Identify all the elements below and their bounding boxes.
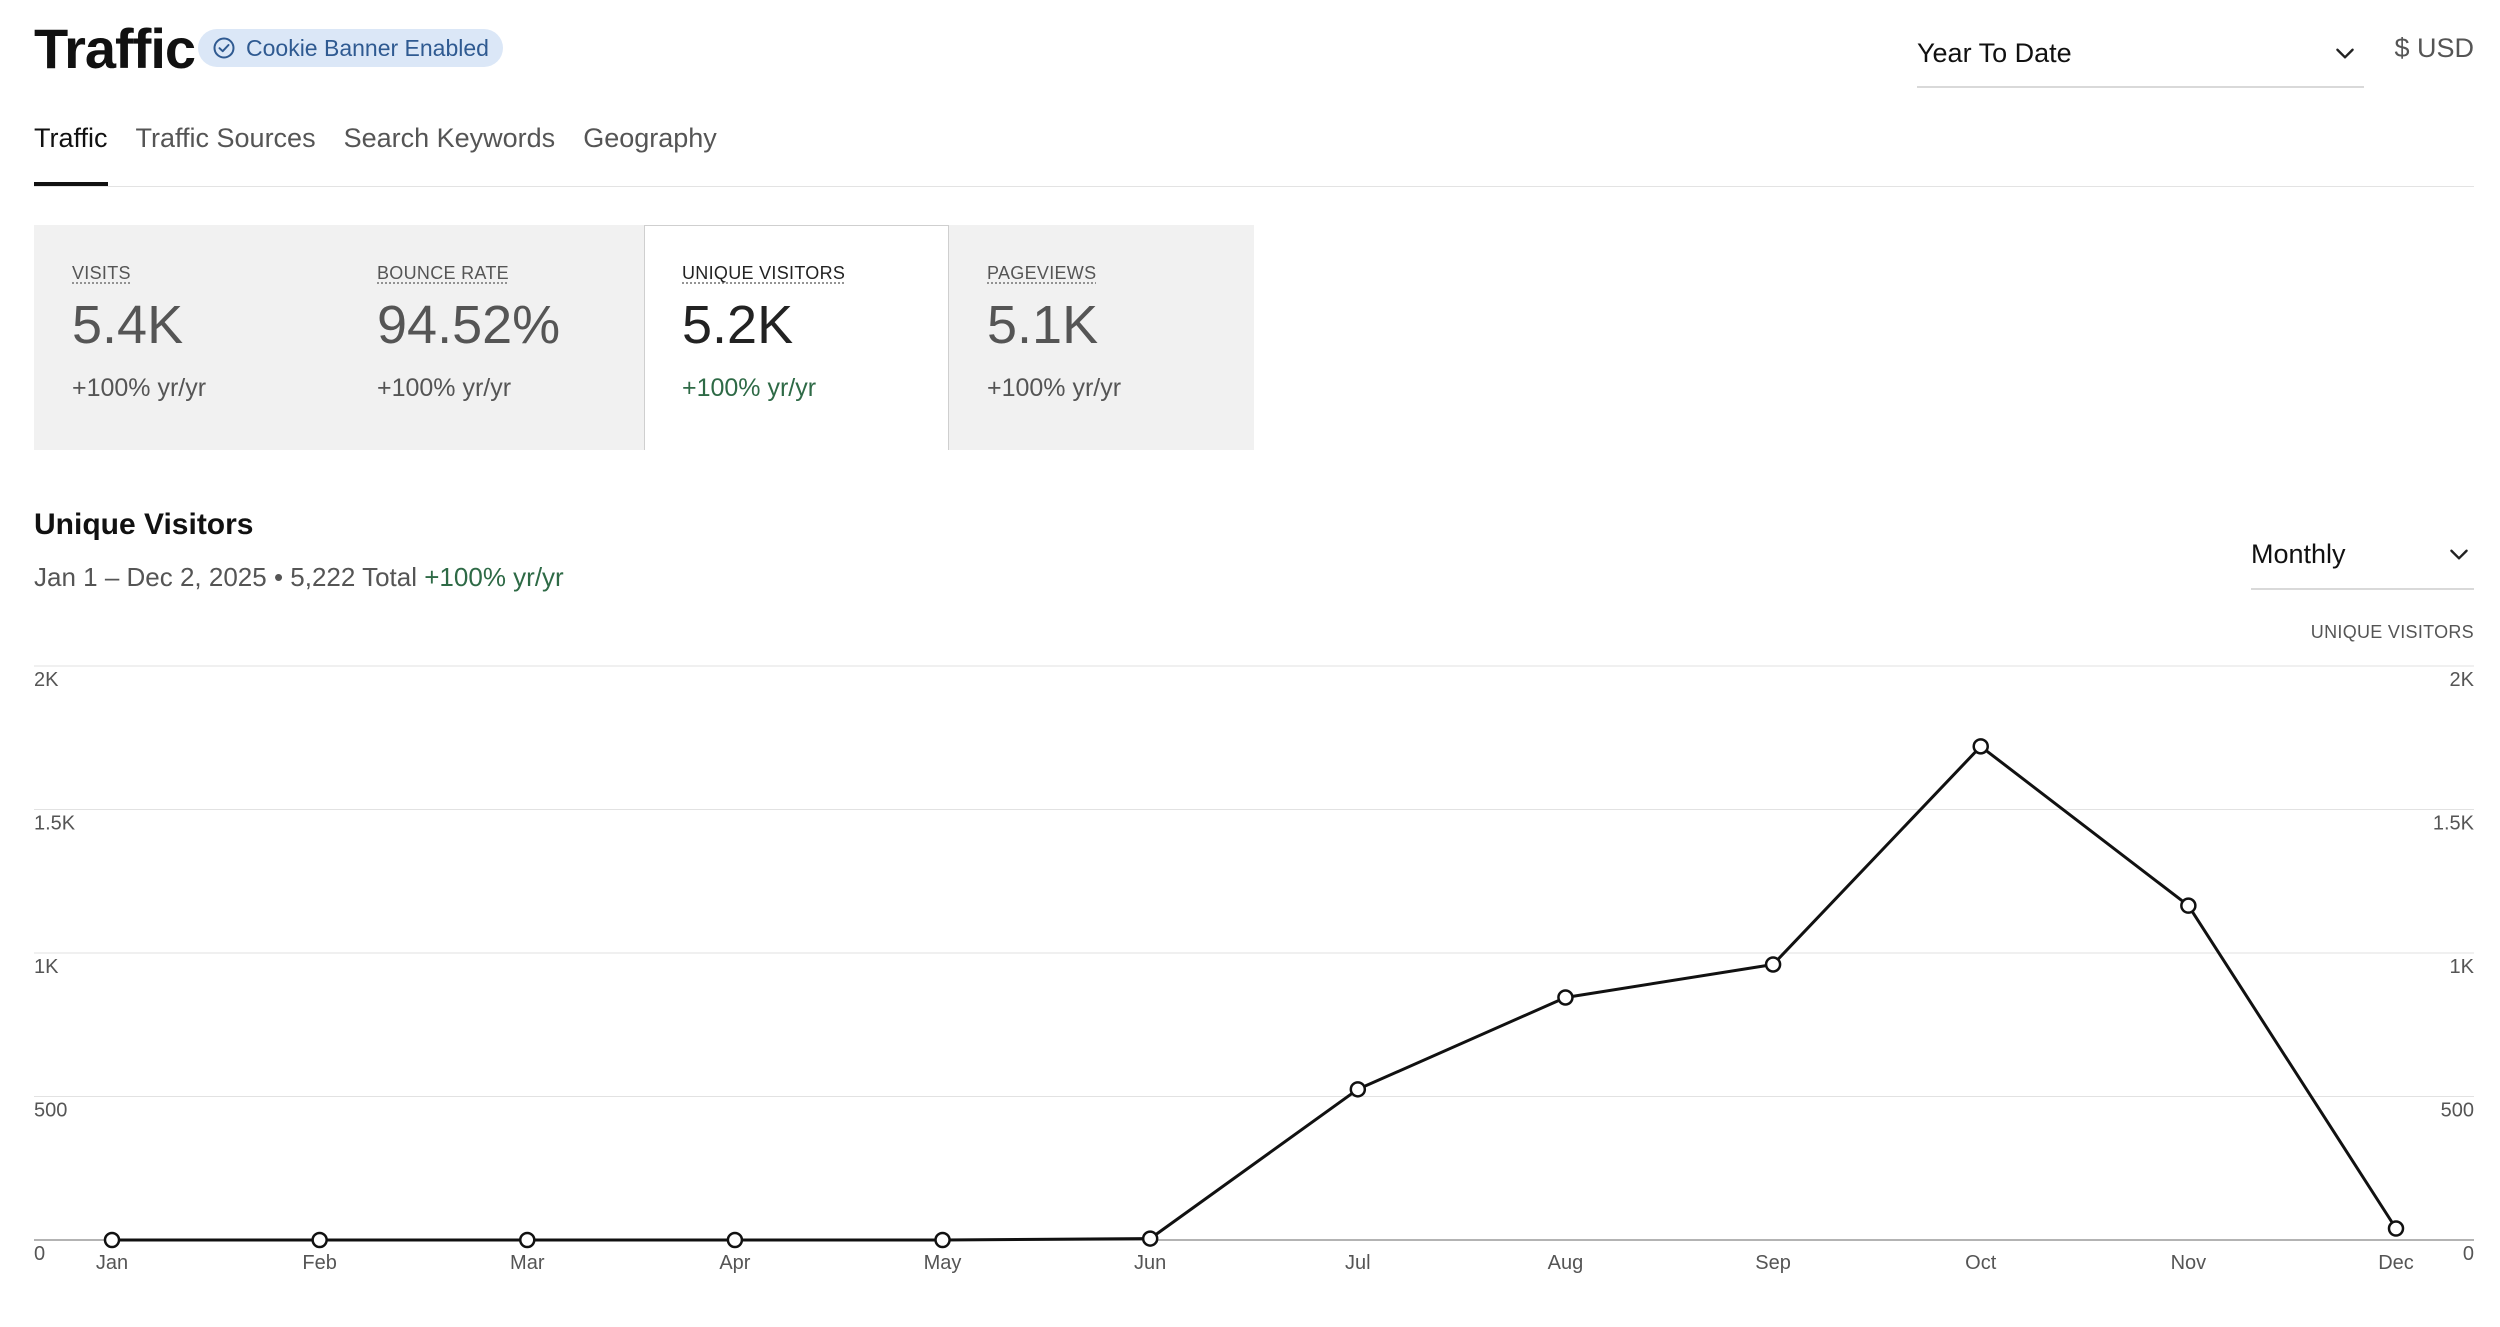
metric-card-bounce-rate[interactable]: BOUNCE RATE 94.52% +100% yr/yr xyxy=(339,225,644,450)
metric-change: +100% yr/yr xyxy=(682,374,817,402)
metric-label: VISITS xyxy=(72,263,131,283)
metric-value: 5.4K xyxy=(72,295,184,355)
data-point[interactable] xyxy=(1557,989,1574,1006)
date-range-select[interactable]: Year To Date xyxy=(1917,20,2364,88)
x-tick-label: Apr xyxy=(719,1252,750,1274)
y-tick-label-left: 0 xyxy=(34,1243,45,1265)
metric-cards: VISITS 5.4K +100% yr/yr BOUNCE RATE 94.5… xyxy=(34,225,1254,450)
data-point[interactable] xyxy=(519,1231,536,1249)
y-tick-label-left: 2K xyxy=(34,669,59,691)
x-tick-label: Mar xyxy=(510,1252,545,1274)
chart-date-range: Jan 1 – Dec 2, 2025 • 5,222 Total xyxy=(34,562,418,592)
page-title: Traffic xyxy=(34,17,196,80)
data-point[interactable] xyxy=(1972,738,1989,755)
metric-value: 94.52% xyxy=(377,295,561,355)
data-point[interactable] xyxy=(726,1231,744,1249)
x-tick-label: Feb xyxy=(302,1252,336,1274)
x-tick-label: Nov xyxy=(2171,1252,2207,1274)
metric-change: +100% yr/yr xyxy=(72,374,207,402)
metric-label: UNIQUE VISITORS xyxy=(682,263,846,283)
data-point[interactable] xyxy=(934,1231,951,1249)
y-tick-label-right: 2K xyxy=(2450,669,2475,691)
data-point[interactable] xyxy=(1141,1230,1159,1247)
data-point[interactable] xyxy=(2180,897,2197,914)
chevron-down-icon xyxy=(2450,549,2468,560)
chevron-down-icon xyxy=(2336,48,2354,59)
y-tick-label-left: 500 xyxy=(34,1100,67,1122)
date-range-value: Year To Date xyxy=(1917,37,2072,68)
series-label: UNIQUE VISITORS xyxy=(2310,622,2474,642)
chart-change: +100% yr/yr xyxy=(424,562,564,592)
check-circle-icon xyxy=(213,37,235,59)
metric-label: PAGEVIEWS xyxy=(987,263,1097,283)
metric-card-visits[interactable]: VISITS 5.4K +100% yr/yr xyxy=(34,225,339,450)
data-point[interactable] xyxy=(1349,1081,1367,1098)
metric-card-pageviews[interactable]: PAGEVIEWS 5.1K +100% yr/yr xyxy=(949,225,1254,450)
x-tick-label: Oct xyxy=(1965,1252,1997,1274)
chart-title: Unique Visitors xyxy=(34,508,254,541)
cookie-banner-badge[interactable]: Cookie Banner Enabled xyxy=(198,29,503,67)
x-tick-label: Jul xyxy=(1345,1252,1371,1274)
x-tick-label: Jun xyxy=(1134,1252,1166,1274)
y-tick-label-left: 1.5K xyxy=(34,813,76,835)
x-tick-label: Sep xyxy=(1755,1252,1791,1274)
tab-traffic[interactable]: Traffic xyxy=(34,106,108,186)
tab-geography[interactable]: Geography xyxy=(583,123,717,153)
y-tick-label-left: 1K xyxy=(34,956,59,978)
metric-change: +100% yr/yr xyxy=(377,374,512,402)
series-line xyxy=(112,744,2398,1242)
cookie-banner-badge-label: Cookie Banner Enabled xyxy=(246,34,489,61)
metric-value: 5.2K xyxy=(682,295,794,355)
y-tick-label-right: 0 xyxy=(2463,1243,2474,1265)
tab-bar: Traffic Traffic Sources Search Keywords … xyxy=(34,106,2474,187)
period-select[interactable]: Monthly xyxy=(2251,520,2474,590)
data-point[interactable] xyxy=(1764,956,1782,973)
data-point[interactable] xyxy=(2387,1220,2405,1237)
metric-value: 5.1K xyxy=(987,295,1099,355)
x-tick-label: Jan xyxy=(96,1252,128,1274)
tab-traffic-sources[interactable]: Traffic Sources xyxy=(135,123,316,153)
period-value: Monthly xyxy=(2251,538,2346,569)
data-point[interactable] xyxy=(311,1231,328,1249)
chart-subtitle: Jan 1 – Dec 2, 2025 • 5,222 Total +100% … xyxy=(34,562,564,593)
x-tick-label: Aug xyxy=(1548,1252,1584,1274)
tab-search-keywords[interactable]: Search Keywords xyxy=(343,123,556,153)
x-tick-label: May xyxy=(924,1252,962,1274)
y-tick-label-right: 500 xyxy=(2441,1100,2474,1122)
metric-card-unique-visitors[interactable]: UNIQUE VISITORS 5.2K +100% yr/yr xyxy=(644,225,949,450)
y-tick-label-right: 1K xyxy=(2450,956,2475,978)
currency-label[interactable]: $ USD xyxy=(2394,33,2474,63)
x-tick-label: Dec xyxy=(2378,1252,2414,1274)
metric-change: +100% yr/yr xyxy=(987,374,1122,402)
data-point[interactable] xyxy=(103,1231,121,1249)
y-tick-label-right: 1.5K xyxy=(2433,813,2475,835)
metric-label: BOUNCE RATE xyxy=(377,263,509,283)
